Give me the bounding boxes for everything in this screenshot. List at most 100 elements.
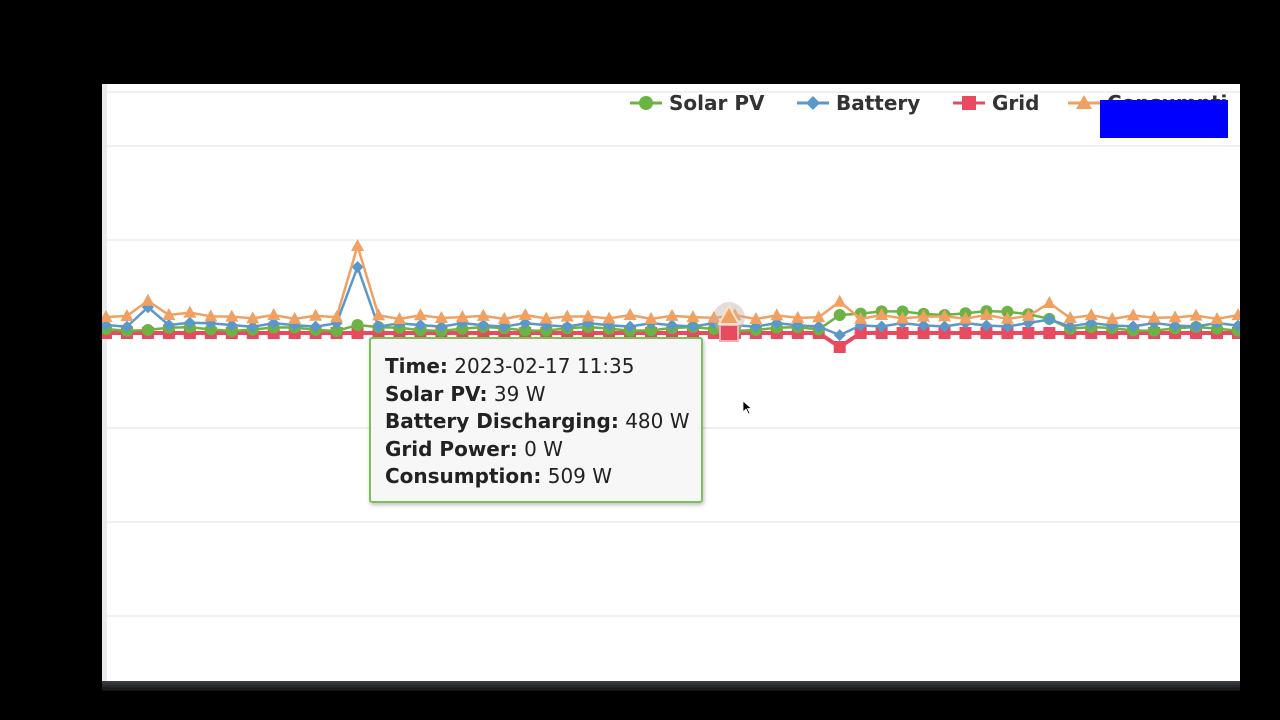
point-battery-7[interactable] <box>246 320 259 333</box>
point-consumption-44[interactable] <box>1021 308 1035 321</box>
point-solar-pv-5[interactable] <box>204 323 217 336</box>
point-battery-51[interactable] <box>1169 319 1182 332</box>
point-consumption-33[interactable] <box>791 310 805 323</box>
point-battery-54[interactable] <box>1232 319 1240 332</box>
point-battery-42[interactable] <box>980 319 993 332</box>
point-battery-37[interactable] <box>875 320 888 333</box>
point-consumption-27[interactable] <box>665 308 679 321</box>
point-consumption-20[interactable] <box>518 308 532 321</box>
point-consumption-54[interactable] <box>1231 308 1241 321</box>
point-consumption-38[interactable] <box>896 311 910 324</box>
point-solar-pv-50[interactable] <box>1148 324 1161 337</box>
point-consumption-21[interactable] <box>539 311 553 324</box>
point-consumption-18[interactable] <box>476 308 490 321</box>
point-consumption-41[interactable] <box>958 311 972 324</box>
point-battery-1[interactable] <box>120 320 133 333</box>
point-consumption-12[interactable] <box>351 239 365 251</box>
point-consumption-1[interactable] <box>120 308 134 321</box>
point-battery-27[interactable] <box>666 319 678 332</box>
point-grid-36[interactable] <box>854 327 867 339</box>
point-consumption-29[interactable] <box>707 310 721 323</box>
point-consumption-39[interactable] <box>917 309 931 322</box>
point-battery-12[interactable] <box>351 261 364 273</box>
point-consumption-9[interactable] <box>288 311 302 324</box>
point-consumption-36[interactable] <box>854 311 868 324</box>
point-solar-pv-35[interactable] <box>833 308 846 321</box>
point-battery-8[interactable] <box>267 317 280 330</box>
point-battery-46[interactable] <box>1064 320 1077 333</box>
point-battery-39[interactable] <box>917 319 930 332</box>
point-consumption-43[interactable] <box>1000 311 1014 324</box>
point-battery-13[interactable] <box>372 320 385 333</box>
point-battery-10[interactable] <box>309 320 322 333</box>
point-battery-34[interactable] <box>812 320 825 333</box>
point-grid-44[interactable] <box>1022 327 1035 339</box>
point-grid-41[interactable] <box>959 327 972 339</box>
point-grid-38[interactable] <box>896 327 909 339</box>
point-consumption-34[interactable] <box>812 310 826 323</box>
point-consumption-45[interactable] <box>1042 296 1056 309</box>
legend-item-solar-pv[interactable]: Solar PV <box>630 91 765 115</box>
point-battery-45[interactable] <box>1043 313 1056 326</box>
point-consumption-7[interactable] <box>246 311 260 324</box>
point-battery-18[interactable] <box>477 319 490 332</box>
point-solar-pv-43[interactable] <box>1001 305 1014 318</box>
point-consumption-6[interactable] <box>225 309 239 322</box>
point-consumption-2[interactable] <box>141 293 155 306</box>
point-solar-pv-20[interactable] <box>519 324 532 337</box>
point-battery-28[interactable] <box>686 320 699 333</box>
point-grid-43[interactable] <box>1001 327 1014 339</box>
point-consumption-48[interactable] <box>1105 311 1119 324</box>
point-consumption-26[interactable] <box>644 311 658 324</box>
point-consumption-3[interactable] <box>162 308 176 321</box>
point-consumption-16[interactable] <box>434 310 448 323</box>
point-consumption-46[interactable] <box>1063 311 1077 324</box>
point-consumption-37[interactable] <box>875 308 889 321</box>
point-grid-45[interactable] <box>1043 327 1056 339</box>
point-consumption-10[interactable] <box>309 308 323 321</box>
point-grid-37[interactable] <box>875 327 888 339</box>
point-consumption-5[interactable] <box>204 309 218 322</box>
point-consumption-4[interactable] <box>183 305 197 318</box>
point-consumption-22[interactable] <box>560 309 574 322</box>
point-consumption-53[interactable] <box>1210 311 1224 324</box>
point-battery-49[interactable] <box>1127 320 1140 333</box>
point-consumption-11[interactable] <box>330 310 344 323</box>
point-consumption-47[interactable] <box>1084 308 1098 321</box>
point-battery-22[interactable] <box>561 320 574 333</box>
point-consumption-42[interactable] <box>979 308 993 321</box>
point-consumption-49[interactable] <box>1126 308 1140 321</box>
energy-line-chart[interactable]: Solar PVBatteryGridConsumpti <box>102 84 1240 681</box>
point-battery-4[interactable] <box>183 316 196 329</box>
point-consumption-14[interactable] <box>392 311 406 324</box>
legend-item-grid[interactable]: Grid <box>953 91 1039 115</box>
point-battery-16[interactable] <box>435 320 448 333</box>
point-consumption-40[interactable] <box>938 309 952 322</box>
point-consumption-8[interactable] <box>267 308 281 321</box>
point-battery-25[interactable] <box>624 320 637 333</box>
point-battery-33[interactable] <box>791 319 804 332</box>
point-battery-3[interactable] <box>162 319 175 332</box>
point-battery-15[interactable] <box>414 319 427 332</box>
point-battery-20[interactable] <box>519 317 532 330</box>
point-battery-2[interactable] <box>141 301 154 314</box>
point-grid-40[interactable] <box>938 327 951 339</box>
point-grid-42[interactable] <box>980 327 993 339</box>
legend-item-battery[interactable]: Battery <box>797 91 920 115</box>
point-consumption-17[interactable] <box>455 310 469 323</box>
point-solar-pv-11[interactable] <box>330 324 343 337</box>
point-solar-pv-12[interactable] <box>351 319 364 331</box>
point-consumption-24[interactable] <box>602 311 616 324</box>
point-battery-31[interactable] <box>749 320 762 333</box>
point-consumption-13[interactable] <box>372 308 386 321</box>
point-consumption-15[interactable] <box>413 308 427 321</box>
point-solar-pv-2[interactable] <box>141 324 154 337</box>
point-battery-5[interactable] <box>204 317 217 330</box>
point-consumption-0[interactable] <box>102 310 113 322</box>
point-battery-6[interactable] <box>225 319 238 332</box>
point-grid-39[interactable] <box>917 327 930 339</box>
point-consumption-52[interactable] <box>1189 308 1203 321</box>
point-consumption-28[interactable] <box>686 310 700 323</box>
point-battery-40[interactable] <box>938 320 951 333</box>
point-battery-52[interactable] <box>1190 320 1203 333</box>
